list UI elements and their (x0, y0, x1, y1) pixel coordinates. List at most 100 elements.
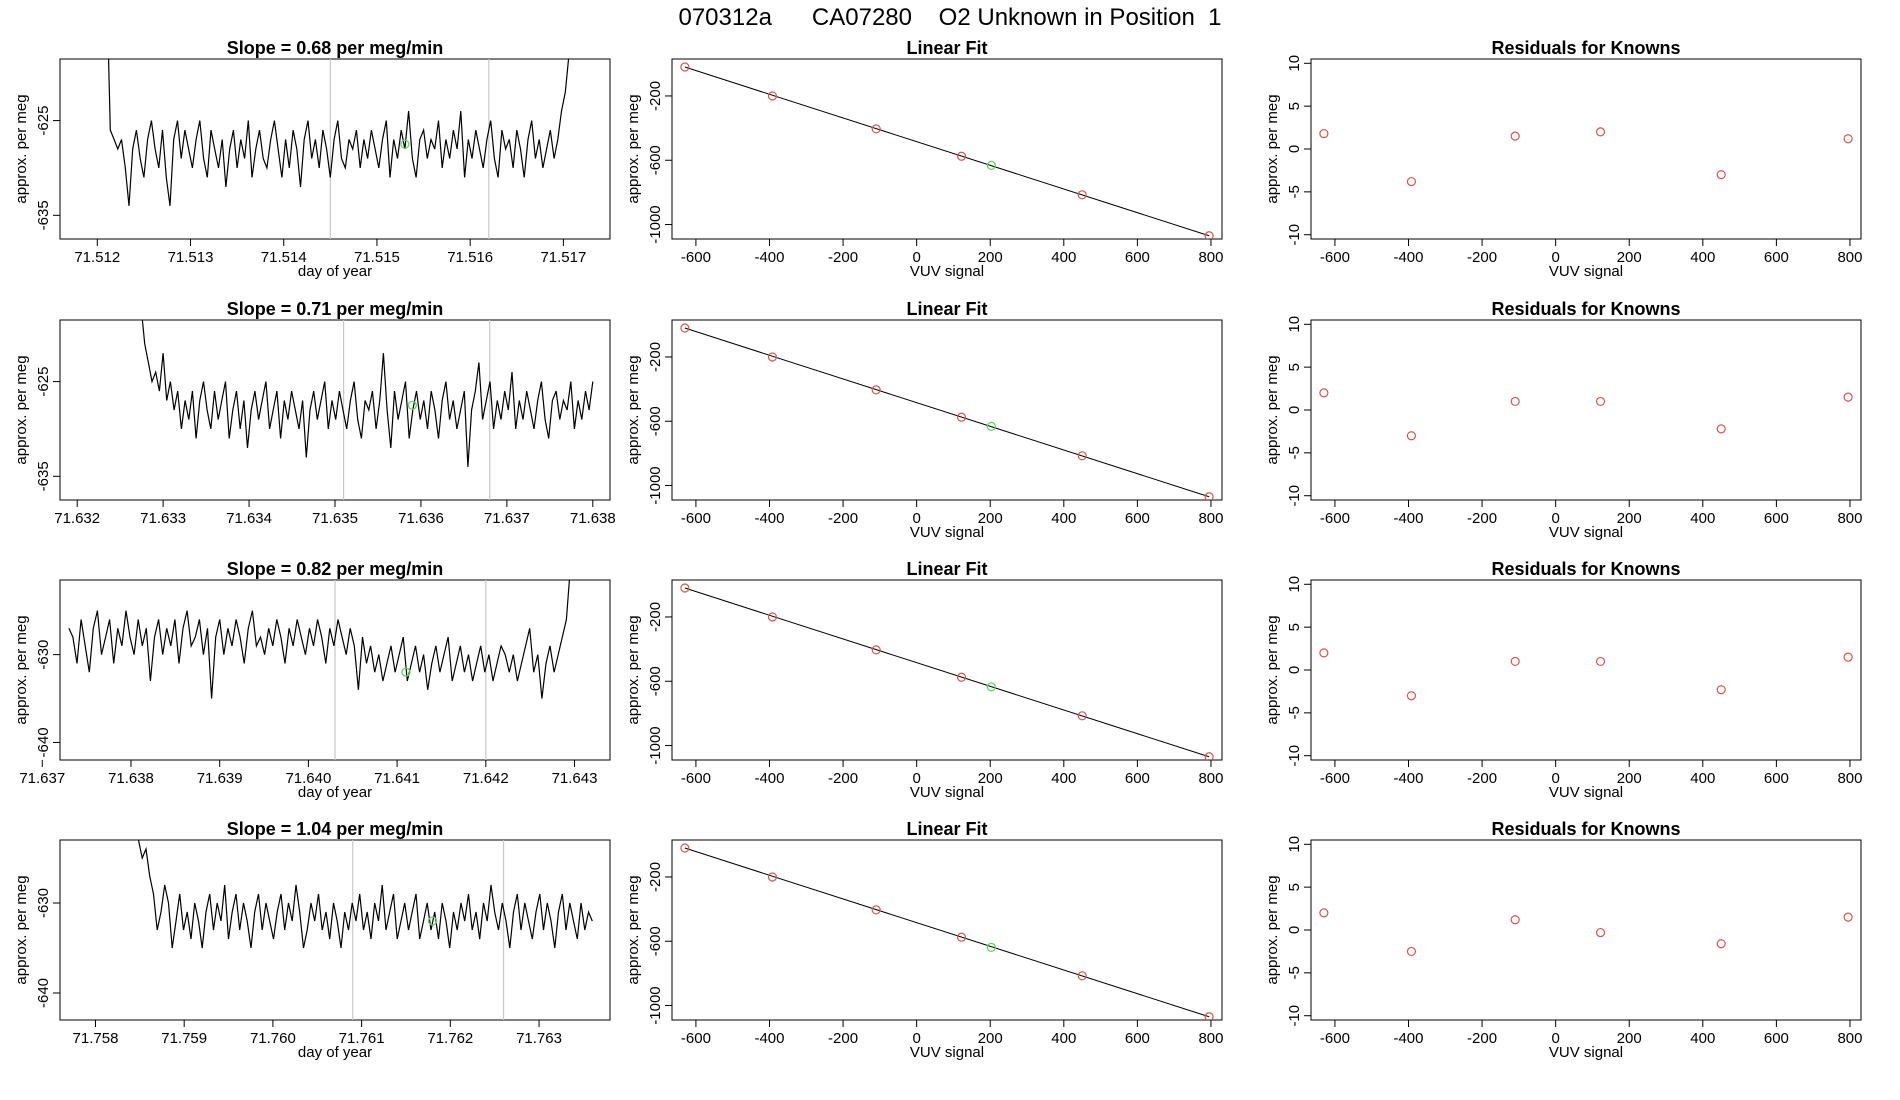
chart-2-timeseries-xtick-label: 71.635 (312, 510, 358, 527)
chart-3-residuals-ytick-label: 5 (1286, 623, 1303, 631)
chart-2-residuals-plot-area (1319, 388, 1853, 441)
chart-1-residuals-xtick-label: 600 (1764, 249, 1789, 266)
chart-4-timeseries-unknown-point (427, 916, 438, 926)
chart-4-fit-known-point (1204, 1012, 1214, 1020)
chart-1-fit-fit-line (684, 66, 1210, 237)
chart-4-timeseries-xtick-label: 71.763 (516, 1030, 562, 1047)
chart-1-residuals-residual-point (1510, 131, 1520, 141)
chart-1-fit-ytick-label: -600 (647, 145, 664, 175)
chart-2-residuals-ytick-label: -10 (1286, 485, 1303, 507)
chart-3-timeseries-xlabel: day of year (298, 784, 372, 801)
chart-2-residuals-residual-point (1843, 392, 1853, 402)
chart-4-timeseries-title: Slope = 1.04 per meg/min (227, 819, 444, 839)
chart-4-fit-unknown-point (986, 942, 996, 953)
chart-3-timeseries-plot-area (68, 580, 570, 760)
chart-4-fit-xtick-label: 800 (1198, 1030, 1223, 1047)
chart-4-timeseries-xlabel: day of year (298, 1044, 372, 1061)
chart-1-timeseries-title: Slope = 0.68 per meg/min (227, 38, 444, 58)
chart-3-residuals-xtick-label: -400 (1393, 770, 1423, 787)
chart-4-residuals-xtick-label: 800 (1837, 1030, 1862, 1047)
chart-1-timeseries-xtick-label: 71.513 (168, 249, 214, 266)
chart-1-fit-xtick-label: -400 (754, 249, 784, 266)
chart-2-residuals-residual-point (1406, 431, 1417, 441)
chart-4-fit-xtick-label: -600 (681, 1030, 711, 1047)
chart-4-timeseries-plot-frame (59, 839, 611, 1021)
chart-4-fit-known-point (956, 932, 967, 942)
chart-4-residuals-ytick-label: 5 (1286, 883, 1303, 891)
chart-2-fit-plot-area (680, 323, 1214, 500)
chart-3-residuals-xtick-label: 200 (1617, 770, 1642, 787)
chart-2-residuals-ytick-label: 5 (1286, 363, 1303, 371)
chart-4-fit-known-point (871, 905, 881, 915)
chart-1-residuals-plot-area (1319, 127, 1853, 187)
chart-3-fit-plot-area (680, 583, 1214, 760)
chart-4-residuals-plot-area (1319, 908, 1853, 957)
chart-3-residuals-plot-area (1319, 648, 1853, 701)
chart-1-residuals-residual-point (1595, 127, 1606, 137)
chart-1-timeseries-ytick-label: -625 (35, 106, 52, 136)
chart-2-fit-ylabel: approx. per meg (625, 355, 642, 464)
chart-1-residuals-ytick-label: -5 (1286, 185, 1303, 198)
chart-2-fit-title: Linear Fit (906, 299, 987, 319)
chart-3-fit-xtick-label: 0 (912, 770, 920, 787)
chart-1-fit: Linear Fit -600 -400 -200 0 200 400 600 800 -200 -… (625, 38, 1223, 280)
chart-3-residuals-residual-point (1843, 652, 1853, 662)
chart-1-fit-ylabel: approx. per meg (625, 94, 642, 203)
chart-4-residuals-title: Residuals for Knowns (1491, 819, 1680, 839)
chart-2-fit-known-point (680, 323, 690, 333)
chart-1-fit-plot-frame (671, 58, 1223, 240)
chart-1-timeseries-unknown-point (400, 139, 410, 149)
chart-4-fit-xtick-label: 200 (978, 1030, 1003, 1047)
chart-1-residuals-xlabel: VUV signal (1549, 263, 1623, 280)
chart-2-fit-known-point (767, 352, 778, 362)
chart-2-fit-xlabel: VUV signal (910, 524, 984, 541)
chart-1-residuals-xtick-label: -200 (1467, 249, 1497, 266)
chart-3-residuals-xtick-label: -200 (1467, 770, 1497, 787)
chart-3-fit-xtick-label: -200 (828, 770, 858, 787)
chart-3-timeseries-ylabel: approx. per meg (13, 615, 30, 724)
chart-2-timeseries-ytick-label: -635 (35, 461, 52, 491)
chart-2-fit-xtick-label: -600 (681, 510, 711, 527)
chart-4-fit-plot-area (680, 843, 1214, 1020)
chart-2-fit-known-point (1077, 451, 1087, 461)
chart-4-fit-ytick-label: -1000 (647, 986, 664, 1024)
chart-1-fit-known-point (680, 62, 690, 72)
chart-3-residuals-xtick-label: 800 (1837, 770, 1862, 787)
chart-1-timeseries-xtick-label: 71.512 (74, 249, 120, 266)
chart-4-fit-ytick-label: -200 (647, 862, 664, 892)
panel-grid: Slope = 0.68 per meg/min 71.512 71.513 71.5… (13, 38, 1862, 1061)
chart-1-timeseries-xtick-label: 71.517 (540, 249, 586, 266)
chart-2-residuals-xtick-label: 200 (1617, 510, 1642, 527)
chart-1-fit-ytick-label: -1000 (647, 205, 664, 243)
chart-3-fit-fit-line (684, 587, 1210, 758)
chart-4-fit-plot-frame (671, 839, 1223, 1021)
chart-1-timeseries-xtick-label: 71.516 (447, 249, 493, 266)
chart-2-residuals-xtick-label: -600 (1320, 510, 1350, 527)
chart-3-fit-plot-frame (671, 579, 1223, 761)
chart-4-timeseries-ytick-label: -640 (35, 978, 52, 1008)
chart-3-residuals-xlabel: VUV signal (1549, 784, 1623, 801)
chart-4-fit-known-point (767, 872, 778, 882)
chart-2-residuals-xtick-label: 600 (1764, 510, 1789, 527)
chart-3-residuals-ylabel: approx. per meg (1264, 615, 1281, 724)
chart-1-residuals-ytick-label: 5 (1286, 102, 1303, 110)
chart-2-residuals-xtick-label: 0 (1551, 510, 1559, 527)
chart-2-timeseries-series-line (141, 320, 594, 467)
chart-2-residuals-xlabel: VUV signal (1549, 524, 1623, 541)
chart-3-timeseries-unknown-point (401, 667, 411, 677)
chart-2-timeseries-xtick-label: 71.636 (398, 510, 444, 527)
chart-2-fit-xtick-label: 200 (978, 510, 1003, 527)
chart-1-residuals-xtick-label: 400 (1690, 249, 1715, 266)
chart-4-timeseries-xtick-label: 71.760 (250, 1030, 296, 1047)
chart-2-timeseries-ytick-label: -625 (35, 367, 52, 397)
chart-3-fit-ytick-label: -200 (647, 602, 664, 632)
chart-4-fit-known-point (1077, 971, 1087, 981)
chart-1-fit-xlabel: VUV signal (910, 263, 984, 280)
chart-2-timeseries-unknown-point (407, 400, 417, 410)
chart-4-residuals-residual-point (1716, 939, 1726, 949)
chart-3-residuals-title: Residuals for Knowns (1491, 559, 1680, 579)
figure-title: 070312a CA07280 O2 Unknown in Position 1 (678, 4, 1221, 31)
chart-4-timeseries-ytick-label: -630 (35, 888, 52, 918)
chart-1-fit-plot-area (680, 62, 1214, 239)
chart-1-fit-unknown-point (986, 160, 996, 171)
